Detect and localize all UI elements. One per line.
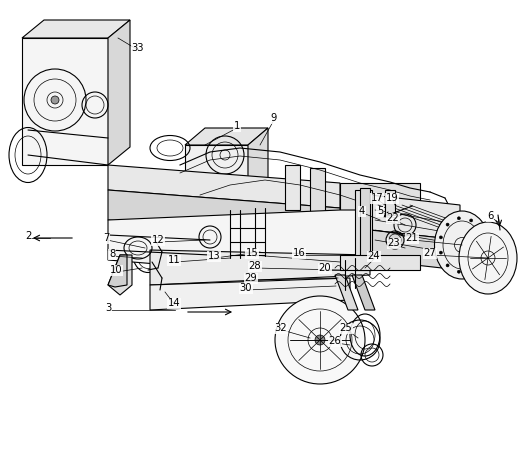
Text: 14: 14 bbox=[168, 298, 180, 308]
Text: 24: 24 bbox=[367, 251, 381, 261]
Ellipse shape bbox=[479, 229, 482, 232]
Polygon shape bbox=[340, 255, 420, 270]
Ellipse shape bbox=[51, 96, 59, 104]
Ellipse shape bbox=[470, 219, 472, 222]
Ellipse shape bbox=[315, 335, 325, 345]
Text: 10: 10 bbox=[110, 265, 122, 275]
Polygon shape bbox=[22, 20, 130, 38]
Text: 9: 9 bbox=[271, 113, 277, 123]
Text: 16: 16 bbox=[293, 248, 305, 258]
Text: 28: 28 bbox=[248, 261, 262, 271]
Text: 17: 17 bbox=[371, 193, 383, 203]
Ellipse shape bbox=[275, 296, 365, 384]
Polygon shape bbox=[248, 128, 268, 220]
Ellipse shape bbox=[446, 223, 449, 226]
Text: 11: 11 bbox=[168, 255, 181, 265]
Text: 3: 3 bbox=[105, 303, 111, 313]
Polygon shape bbox=[108, 255, 132, 295]
Ellipse shape bbox=[459, 222, 517, 294]
Text: 27: 27 bbox=[424, 248, 436, 258]
Text: 4: 4 bbox=[359, 206, 365, 216]
Polygon shape bbox=[108, 190, 340, 238]
Polygon shape bbox=[108, 255, 127, 287]
Text: 7: 7 bbox=[103, 233, 109, 243]
Polygon shape bbox=[385, 190, 395, 215]
Polygon shape bbox=[108, 210, 400, 270]
Ellipse shape bbox=[440, 251, 442, 254]
Polygon shape bbox=[360, 188, 370, 268]
Text: 21: 21 bbox=[406, 233, 418, 243]
Polygon shape bbox=[340, 183, 420, 238]
Text: 20: 20 bbox=[319, 263, 331, 273]
Ellipse shape bbox=[470, 268, 472, 271]
Polygon shape bbox=[310, 168, 325, 213]
Text: 5: 5 bbox=[377, 206, 383, 216]
Ellipse shape bbox=[446, 264, 449, 267]
Text: 8: 8 bbox=[109, 249, 115, 259]
Ellipse shape bbox=[479, 258, 482, 261]
Text: 30: 30 bbox=[240, 283, 252, 293]
Text: 29: 29 bbox=[245, 273, 257, 283]
Text: 22: 22 bbox=[387, 213, 399, 223]
Text: 19: 19 bbox=[386, 193, 398, 203]
Text: 32: 32 bbox=[275, 323, 287, 333]
Polygon shape bbox=[108, 165, 340, 208]
Text: 23: 23 bbox=[388, 238, 400, 248]
Text: 13: 13 bbox=[208, 251, 220, 261]
Polygon shape bbox=[22, 38, 108, 165]
Ellipse shape bbox=[440, 236, 442, 239]
Text: 33: 33 bbox=[132, 43, 144, 53]
Text: 6: 6 bbox=[487, 211, 493, 221]
Text: 26: 26 bbox=[329, 336, 341, 346]
Ellipse shape bbox=[434, 211, 490, 279]
Text: 12: 12 bbox=[151, 235, 164, 245]
Text: 2: 2 bbox=[25, 231, 31, 241]
Ellipse shape bbox=[482, 243, 485, 247]
Polygon shape bbox=[150, 278, 350, 310]
Polygon shape bbox=[370, 195, 460, 240]
Polygon shape bbox=[352, 275, 375, 310]
Polygon shape bbox=[370, 230, 460, 270]
Text: 15: 15 bbox=[246, 248, 258, 258]
Ellipse shape bbox=[457, 217, 460, 220]
Text: 1: 1 bbox=[234, 121, 240, 131]
Polygon shape bbox=[285, 165, 300, 210]
Polygon shape bbox=[185, 128, 268, 145]
Polygon shape bbox=[335, 275, 358, 310]
Polygon shape bbox=[355, 190, 372, 270]
Text: 25: 25 bbox=[340, 323, 352, 333]
Polygon shape bbox=[150, 250, 370, 285]
Polygon shape bbox=[108, 20, 130, 165]
Polygon shape bbox=[185, 145, 248, 220]
Ellipse shape bbox=[457, 270, 460, 273]
Ellipse shape bbox=[482, 243, 485, 247]
